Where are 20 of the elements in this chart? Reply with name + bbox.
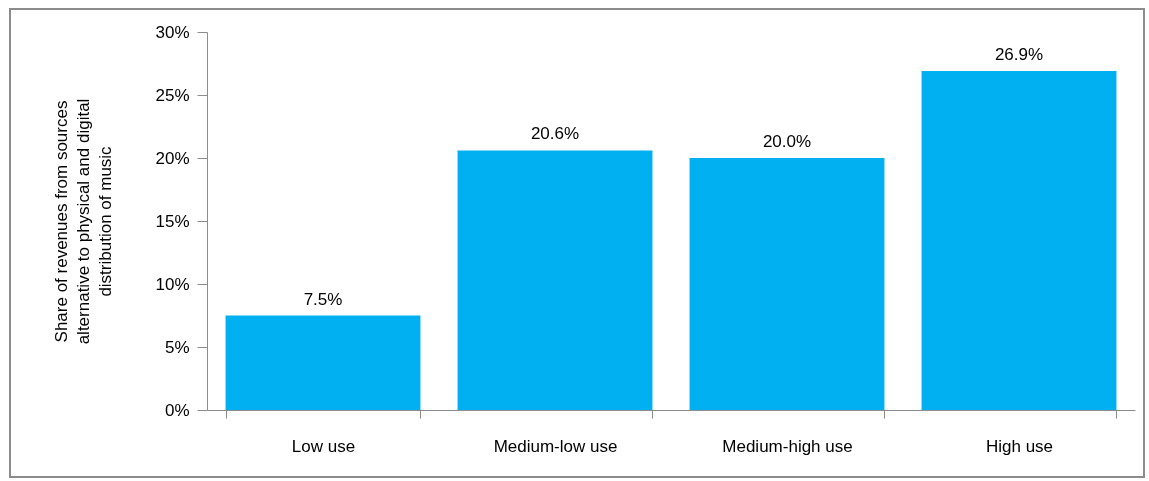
bar [457,150,653,410]
y-tick-label: 25% [155,85,190,105]
x-tick-label: High use [985,436,1054,456]
data-label: 20.0% [762,132,812,151]
y-axis-title: Share of revenues from sources alternative to physical and digital distribution of music [52,98,116,345]
y-tick-label: 30% [155,22,190,42]
data-label: 20.6% [530,124,580,144]
x-tick-label: Medium-high use [722,436,853,456]
y-tick-label: 20% [155,148,190,168]
y-tick-label: 0% [164,400,190,420]
bar [921,71,1117,410]
data-label: 26.9% [994,45,1044,65]
y-tick-label: 10% [155,274,190,294]
bar [689,158,885,410]
bar [225,315,421,410]
y-tick-label: 15% [155,211,190,231]
y-tick-label: 5% [164,337,190,357]
data-label: 7.5% [303,289,343,309]
x-tick-label: Low use [291,436,356,456]
x-tick-label: Medium-low use [493,436,618,456]
